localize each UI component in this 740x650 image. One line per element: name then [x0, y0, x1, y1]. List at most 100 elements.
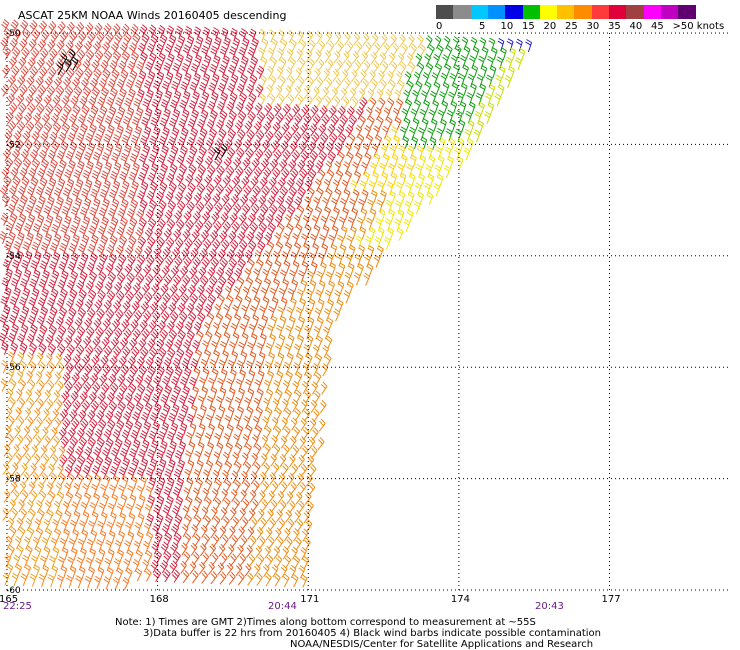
wind-barb — [229, 341, 236, 355]
wind-barb — [19, 342, 28, 356]
wind-barb — [100, 170, 109, 184]
wind-barb — [41, 112, 51, 127]
wind-barb — [448, 91, 455, 105]
wind-barb — [290, 417, 298, 431]
wind-barb — [224, 497, 231, 511]
wind-barb — [22, 130, 31, 144]
wind-barb — [148, 319, 157, 333]
wind-barb — [164, 209, 173, 223]
wind-barb — [122, 576, 130, 591]
wind-barb — [136, 356, 145, 370]
wind-barb — [407, 145, 415, 159]
wind-barb — [275, 343, 282, 357]
wind-barb — [116, 419, 125, 434]
wind-barb — [318, 150, 328, 165]
wind-barb — [308, 436, 316, 450]
wind-barb — [93, 68, 102, 82]
wind-barb — [232, 332, 240, 346]
wind-barb — [39, 260, 48, 274]
wind-barb — [376, 116, 384, 130]
wind-barb — [190, 542, 198, 556]
wind-barb — [157, 52, 166, 66]
wind-barb — [373, 152, 381, 167]
wind-barb — [49, 48, 58, 62]
wind-barb — [19, 278, 28, 292]
wind-barb — [221, 193, 230, 207]
wind-barb — [317, 436, 325, 451]
wind-barb — [114, 143, 123, 157]
wind-barb — [301, 233, 308, 247]
wind-barb — [229, 212, 238, 226]
wind-barb — [295, 491, 303, 505]
wind-barb — [20, 323, 29, 338]
wind-barb — [280, 297, 288, 311]
wind-barb — [376, 199, 384, 213]
wind-barb — [15, 563, 23, 577]
wind-barb — [312, 362, 319, 377]
wind-barb — [17, 351, 25, 365]
wind-barb — [139, 319, 148, 333]
wind-barb — [245, 102, 254, 116]
wind-barb — [314, 371, 322, 386]
wind-barb — [130, 198, 139, 213]
wind-barb — [151, 144, 160, 158]
wind-barb — [277, 490, 285, 504]
wind-barb — [250, 176, 259, 190]
wind-barb — [295, 371, 303, 385]
wind-barb — [428, 44, 435, 58]
wind-barb — [341, 68, 349, 83]
wind-barb — [69, 519, 77, 533]
wind-barb — [77, 538, 85, 552]
wind-barb — [333, 308, 341, 322]
wind-barb — [267, 241, 275, 255]
wind-barb — [107, 78, 116, 92]
wind-barb — [151, 98, 160, 112]
wind-barb — [207, 100, 216, 114]
wind-barb — [9, 37, 18, 52]
wind-barb — [459, 100, 467, 115]
wind-barb — [206, 183, 215, 197]
wind-barb — [176, 477, 184, 491]
wind-barb — [135, 291, 144, 305]
wind-barb — [322, 86, 329, 100]
wind-barb — [266, 84, 273, 98]
wind-barb — [56, 297, 65, 312]
wind-barb — [158, 412, 167, 426]
wind-barb — [373, 254, 381, 268]
wind-barb — [184, 533, 192, 547]
wind-barb — [240, 535, 248, 549]
wind-barb — [145, 467, 154, 481]
wind-barb — [146, 190, 155, 204]
wind-barb — [442, 81, 450, 95]
wind-barb — [270, 499, 278, 513]
wind-barb — [104, 281, 113, 295]
wind-barb — [132, 162, 140, 176]
wind-barb — [127, 189, 136, 203]
wind-barb — [97, 520, 104, 534]
wind-barb — [160, 393, 169, 408]
wind-barb — [227, 82, 235, 97]
wind-barb — [150, 33, 159, 48]
wind-barb — [96, 142, 105, 156]
wind-barb — [186, 302, 195, 316]
wind-barb — [117, 272, 126, 286]
wind-barb — [4, 240, 12, 254]
wind-barb — [328, 105, 337, 119]
wind-barb — [178, 118, 187, 132]
wind-barb — [226, 248, 235, 263]
wind-barb — [268, 305, 275, 320]
wind-barb — [327, 169, 335, 183]
wind-barb — [232, 175, 241, 189]
wind-barb — [322, 344, 330, 358]
wind-barb — [23, 112, 32, 126]
wind-barb — [1, 83, 10, 97]
wind-barb — [288, 186, 298, 200]
wind-barb — [281, 122, 290, 136]
wind-barb — [211, 506, 218, 520]
wind-barb — [463, 147, 471, 161]
wind-barb — [235, 295, 243, 309]
wind-barb — [112, 134, 121, 148]
wind-barb — [221, 488, 229, 502]
wind-barb — [5, 111, 14, 125]
wind-barb — [62, 417, 71, 432]
